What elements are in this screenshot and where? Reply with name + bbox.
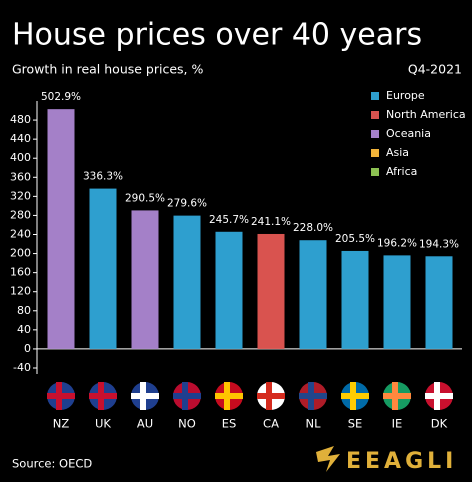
legend-swatch	[371, 92, 379, 100]
flag	[257, 382, 285, 410]
flag-stripe	[434, 382, 440, 410]
y-tick-label: -40	[13, 361, 31, 374]
legend-label: Oceania	[386, 127, 431, 140]
y-tick-label: 440	[10, 132, 31, 145]
value-label: 245.7%	[209, 214, 249, 226]
value-label: 290.5%	[125, 192, 165, 204]
flag-stripe	[350, 382, 356, 410]
x-tick-label: CA	[263, 417, 279, 431]
flag	[89, 382, 117, 410]
x-tick-label: NO	[178, 417, 196, 431]
x-tick-label: AU	[137, 417, 153, 431]
bar	[47, 109, 75, 349]
value-label: 279.6%	[167, 198, 207, 210]
flag-stripe	[224, 382, 230, 410]
bar	[383, 255, 411, 349]
bar	[131, 210, 159, 349]
flag-stripe	[182, 382, 188, 410]
y-tick-label: 320	[10, 189, 31, 202]
y-tick-label: 160	[10, 266, 31, 279]
flag-stripe	[266, 382, 272, 410]
legend-label: Europe	[386, 89, 425, 102]
flag-stripe	[308, 382, 314, 410]
x-tick-label: NZ	[53, 417, 70, 431]
brand: EEAGLI	[346, 449, 457, 474]
flag-stripe	[98, 382, 104, 410]
legend-swatch	[371, 130, 379, 138]
y-tick-label: 480	[10, 113, 31, 126]
flag	[173, 382, 201, 410]
flag-stripe	[392, 382, 398, 410]
value-label: 336.3%	[83, 171, 123, 183]
flag-stripe	[56, 382, 62, 410]
legend-swatch	[371, 168, 379, 176]
value-label: 196.2%	[377, 237, 417, 249]
legend-swatch	[371, 111, 379, 119]
flag	[425, 382, 453, 410]
flag-stripe	[140, 382, 146, 410]
x-tick-label: NL	[305, 417, 321, 431]
bar	[89, 188, 117, 349]
legend-label: Asia	[386, 146, 409, 159]
x-tick-label: IE	[392, 417, 403, 431]
y-tick-label: 400	[10, 151, 31, 164]
chart-title: House prices over 40 years	[12, 18, 422, 53]
value-label: 194.3%	[419, 238, 459, 250]
bar	[173, 215, 201, 349]
source: Source: OECD	[12, 457, 92, 471]
y-tick-label: 0	[24, 342, 31, 355]
y-tick-label: 280	[10, 208, 31, 221]
flag	[47, 382, 75, 410]
chart-subtitle: Growth in real house prices, %	[12, 62, 203, 77]
bar	[341, 250, 369, 349]
flag	[299, 382, 327, 410]
y-tick-label: 40	[17, 323, 31, 336]
value-label: 205.5%	[335, 233, 375, 245]
bar	[215, 231, 243, 349]
y-tick-label: 80	[17, 304, 31, 317]
logo-icon	[316, 446, 340, 472]
y-tick-label: 240	[10, 228, 31, 241]
flag	[131, 382, 159, 410]
x-tick-label: UK	[95, 417, 111, 431]
bar	[299, 240, 327, 349]
x-tick-label: DK	[431, 417, 448, 431]
bar	[257, 233, 285, 349]
date-label: Q4-2021	[408, 62, 462, 77]
value-label: 502.9%	[41, 91, 81, 103]
flag	[383, 382, 411, 410]
legend-label: Africa	[386, 165, 417, 178]
flag	[215, 382, 243, 410]
y-tick-label: 200	[10, 247, 31, 260]
legend-swatch	[371, 149, 379, 157]
value-label: 241.1%	[251, 216, 291, 228]
value-label: 228.0%	[293, 222, 333, 234]
legend-label: North America	[386, 108, 466, 121]
bar	[425, 256, 453, 349]
y-tick-label: 120	[10, 285, 31, 298]
x-tick-label: ES	[222, 417, 237, 431]
flag	[341, 382, 369, 410]
y-tick-label: 360	[10, 170, 31, 183]
x-tick-label: SE	[348, 417, 363, 431]
